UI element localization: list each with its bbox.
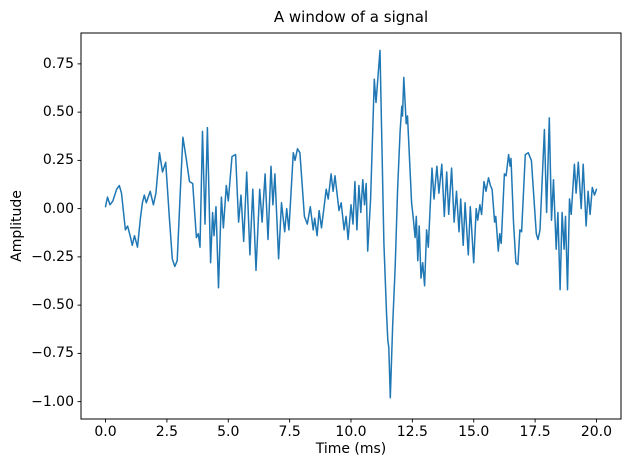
chart-title: A window of a signal: [273, 8, 429, 26]
x-tick-label: 5.0: [217, 424, 240, 440]
y-tick-label: −0.25: [31, 248, 74, 265]
y-tick-label: −0.75: [31, 345, 74, 362]
y-tick-label: −1.00: [31, 393, 74, 410]
signal-line: [104, 49, 598, 399]
y-tick-label: 0.25: [42, 152, 74, 169]
x-tick-label: 7.5: [278, 424, 301, 440]
x-tick-label: 20.0: [580, 424, 613, 440]
x-tick-label: 15.0: [458, 424, 490, 440]
tick-marks: [77, 63, 597, 423]
x-tick-label: 0.0: [94, 424, 117, 440]
y-tick-label: 0.50: [42, 104, 74, 121]
x-tick-label: 10.0: [335, 424, 367, 440]
x-tick-label: 12.5: [396, 424, 428, 440]
y-tick-label: −0.50: [31, 297, 74, 314]
x-tick-label: 2.5: [155, 424, 179, 440]
y-tick-label: 0.00: [42, 200, 74, 217]
x-tick-label: 17.5: [519, 424, 551, 440]
x-axis-label: Time (ms): [315, 441, 387, 457]
y-tick-label: 0.75: [42, 55, 74, 72]
